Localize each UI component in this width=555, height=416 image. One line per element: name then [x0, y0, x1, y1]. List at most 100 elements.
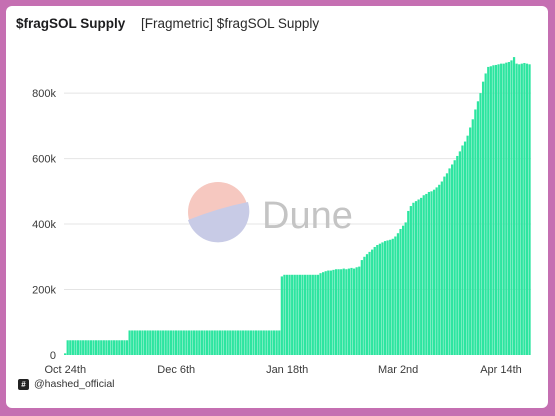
bar[interactable]	[247, 330, 250, 355]
bar[interactable]	[324, 271, 327, 355]
bar[interactable]	[502, 63, 505, 355]
bar[interactable]	[285, 274, 289, 355]
bar[interactable]	[110, 340, 113, 355]
bar[interactable]	[492, 65, 495, 355]
bar[interactable]	[159, 330, 162, 355]
bar[interactable]	[156, 330, 160, 355]
bar[interactable]	[242, 330, 245, 355]
bar[interactable]	[205, 330, 209, 355]
bar[interactable]	[311, 274, 314, 355]
bar[interactable]	[463, 141, 467, 355]
bar[interactable]	[448, 168, 451, 355]
bar[interactable]	[213, 330, 216, 355]
bar[interactable]	[474, 109, 477, 355]
bar[interactable]	[378, 243, 381, 355]
bar[interactable]	[252, 330, 255, 355]
bar[interactable]	[363, 256, 366, 355]
bar[interactable]	[141, 330, 144, 355]
bar[interactable]	[443, 176, 446, 355]
bar[interactable]	[208, 330, 211, 355]
bar[interactable]	[278, 330, 281, 355]
bar[interactable]	[76, 340, 80, 355]
bar[interactable]	[386, 240, 389, 355]
bar[interactable]	[368, 251, 371, 355]
bar[interactable]	[389, 239, 392, 355]
bar[interactable]	[438, 184, 441, 355]
bar[interactable]	[218, 330, 222, 355]
bar[interactable]	[151, 330, 154, 355]
bar[interactable]	[489, 66, 492, 355]
bar[interactable]	[187, 330, 191, 355]
bar[interactable]	[275, 330, 278, 355]
bar[interactable]	[100, 340, 103, 355]
bar[interactable]	[82, 340, 85, 355]
bar[interactable]	[89, 340, 93, 355]
bar[interactable]	[430, 191, 433, 355]
bar[interactable]	[500, 63, 503, 355]
bar[interactable]	[401, 225, 405, 355]
bar[interactable]	[280, 276, 283, 355]
bar[interactable]	[120, 340, 123, 355]
bar[interactable]	[234, 330, 237, 355]
bar[interactable]	[174, 330, 178, 355]
bar[interactable]	[64, 353, 67, 355]
bar[interactable]	[512, 57, 516, 356]
bar[interactable]	[528, 64, 531, 356]
bar[interactable]	[105, 340, 108, 355]
bar[interactable]	[149, 330, 152, 355]
bar[interactable]	[355, 267, 358, 355]
bar[interactable]	[195, 330, 198, 355]
bar[interactable]	[131, 330, 134, 355]
bar[interactable]	[216, 330, 219, 355]
bar[interactable]	[427, 191, 431, 355]
bar[interactable]	[484, 73, 487, 356]
bar[interactable]	[66, 340, 69, 355]
bar[interactable]	[440, 181, 443, 355]
bar[interactable]	[301, 274, 304, 355]
bar[interactable]	[510, 60, 513, 356]
bar[interactable]	[239, 330, 242, 355]
bar[interactable]	[322, 272, 325, 355]
bar[interactable]	[200, 330, 203, 355]
bar[interactable]	[479, 93, 482, 356]
bar[interactable]	[471, 119, 474, 355]
bar[interactable]	[350, 267, 353, 355]
bar[interactable]	[164, 330, 167, 355]
bar[interactable]	[270, 330, 273, 355]
bar[interactable]	[244, 330, 247, 355]
bar[interactable]	[505, 62, 508, 355]
bar[interactable]	[226, 330, 229, 355]
bar[interactable]	[407, 210, 410, 355]
bar[interactable]	[288, 274, 291, 355]
bar[interactable]	[358, 266, 361, 355]
bar[interactable]	[92, 340, 95, 355]
bar[interactable]	[283, 274, 286, 355]
bar[interactable]	[515, 63, 518, 355]
bar[interactable]	[94, 340, 98, 355]
bar[interactable]	[507, 62, 511, 355]
bar[interactable]	[169, 330, 173, 355]
bar[interactable]	[422, 195, 425, 355]
bar[interactable]	[223, 330, 227, 355]
bar[interactable]	[203, 330, 206, 355]
bar[interactable]	[525, 63, 529, 355]
bar[interactable]	[136, 330, 139, 355]
bar[interactable]	[461, 145, 464, 355]
bar[interactable]	[115, 340, 118, 355]
bar[interactable]	[79, 340, 82, 355]
bar[interactable]	[342, 268, 345, 355]
bar[interactable]	[417, 199, 420, 356]
bar[interactable]	[118, 340, 121, 355]
bar[interactable]	[257, 330, 260, 355]
bar[interactable]	[260, 330, 263, 355]
bar[interactable]	[211, 330, 214, 355]
bar[interactable]	[229, 330, 232, 355]
bar[interactable]	[293, 274, 296, 355]
bar[interactable]	[383, 241, 387, 355]
bar[interactable]	[221, 330, 224, 355]
bar[interactable]	[458, 151, 461, 355]
bar[interactable]	[329, 270, 332, 355]
bar[interactable]	[133, 330, 136, 355]
bar[interactable]	[360, 260, 363, 355]
bar[interactable]	[190, 330, 193, 355]
